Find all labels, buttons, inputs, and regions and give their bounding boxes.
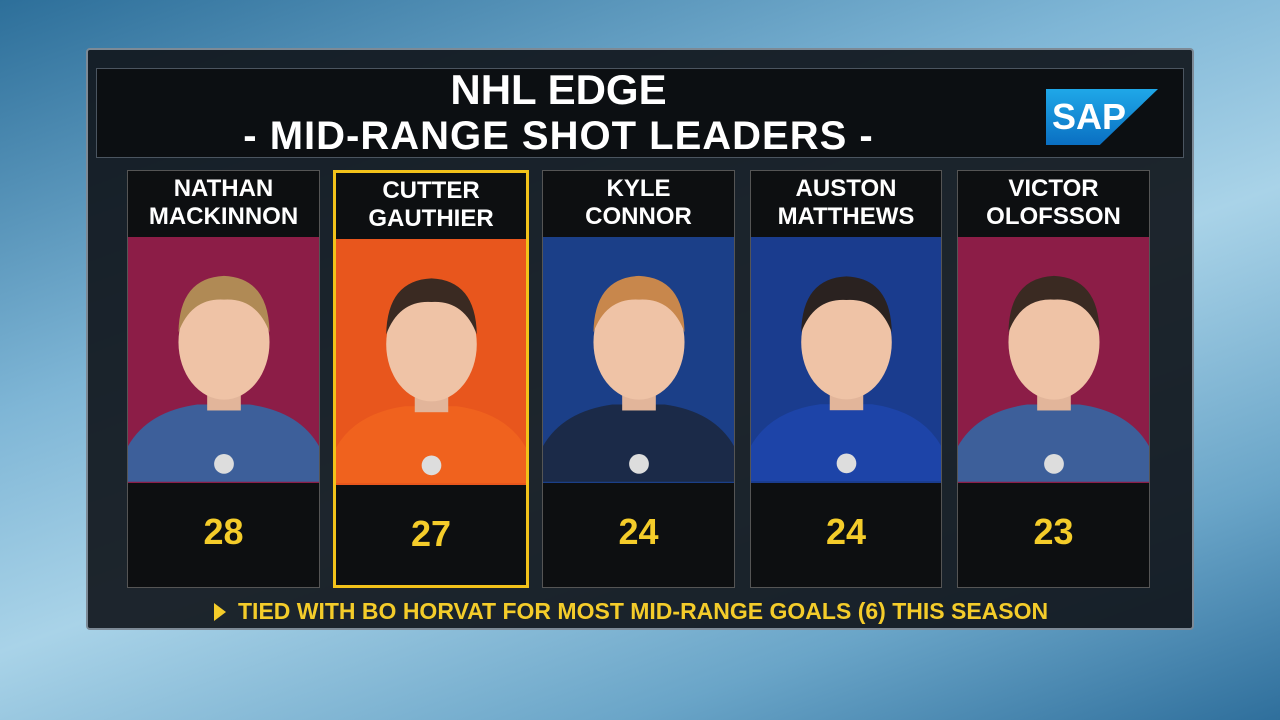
player-name: AUSTON MATTHEWS [751, 175, 941, 231]
jersey [543, 404, 734, 482]
face [1008, 284, 1100, 400]
headshot [751, 276, 941, 482]
goal-count: 24 [618, 511, 659, 552]
crest [421, 455, 442, 476]
player-photo [336, 239, 526, 485]
player-name: CUTTER GAUTHIER [336, 177, 526, 233]
title-bar [96, 68, 1184, 158]
goal-count: 28 [203, 511, 244, 552]
player-card: CUTTER GAUTHIER 27 [333, 170, 529, 588]
last-name: GAUTHIER [368, 205, 494, 232]
subtitle: - MID-RANGE SHOT LEADERS - [243, 114, 874, 158]
hair [1008, 275, 1100, 333]
player-card: NATHAN MACKINNON 28 [127, 170, 320, 588]
first-name: KYLE [606, 175, 671, 202]
player-photo [128, 237, 319, 483]
hair [801, 276, 892, 333]
crest [1044, 454, 1064, 474]
crest [214, 454, 234, 474]
jersey [958, 404, 1149, 482]
player-name: NATHAN MACKINNON [128, 175, 319, 231]
player-name: VICTOR OLOFSSON [958, 175, 1149, 231]
face [801, 285, 892, 400]
goal-count: 23 [1033, 511, 1074, 552]
jersey [751, 404, 941, 482]
hair [386, 278, 477, 335]
player-photo [543, 237, 734, 483]
jersey [336, 406, 526, 484]
headshot [336, 278, 526, 484]
first-name: AUSTON [795, 175, 897, 202]
goal-count: 24 [825, 511, 867, 552]
player-photo [751, 237, 941, 483]
hair [178, 275, 270, 333]
first-name: CUTTER [382, 177, 480, 204]
last-name: CONNOR [585, 203, 692, 230]
player-card: VICTOR OLOFSSON 23 [957, 170, 1150, 588]
goal-count: 27 [410, 513, 452, 554]
headshot [958, 275, 1149, 482]
first-name: VICTOR [1008, 175, 1099, 202]
footer-note: TIED WITH BO HORVAT FOR MOST MID-RANGE G… [238, 598, 1049, 624]
player-card: AUSTON MATTHEWS 24 [750, 170, 942, 588]
last-name: OLOFSSON [986, 203, 1121, 230]
title: NHL EDGE [450, 66, 667, 113]
hair [593, 275, 685, 333]
face [178, 284, 270, 400]
headshot [543, 275, 734, 482]
arrow-icon [214, 603, 226, 621]
face [593, 284, 685, 400]
face [386, 287, 477, 402]
player-name: KYLE CONNOR [543, 175, 734, 231]
player-photo [958, 237, 1149, 483]
last-name: MACKINNON [148, 203, 299, 230]
player-card: KYLE CONNOR 24 [542, 170, 735, 588]
crest [836, 453, 857, 474]
crest [629, 454, 649, 474]
last-name: MATTHEWS [777, 203, 915, 230]
first-name: NATHAN [173, 175, 274, 202]
jersey [128, 404, 319, 482]
headshot [128, 275, 319, 482]
